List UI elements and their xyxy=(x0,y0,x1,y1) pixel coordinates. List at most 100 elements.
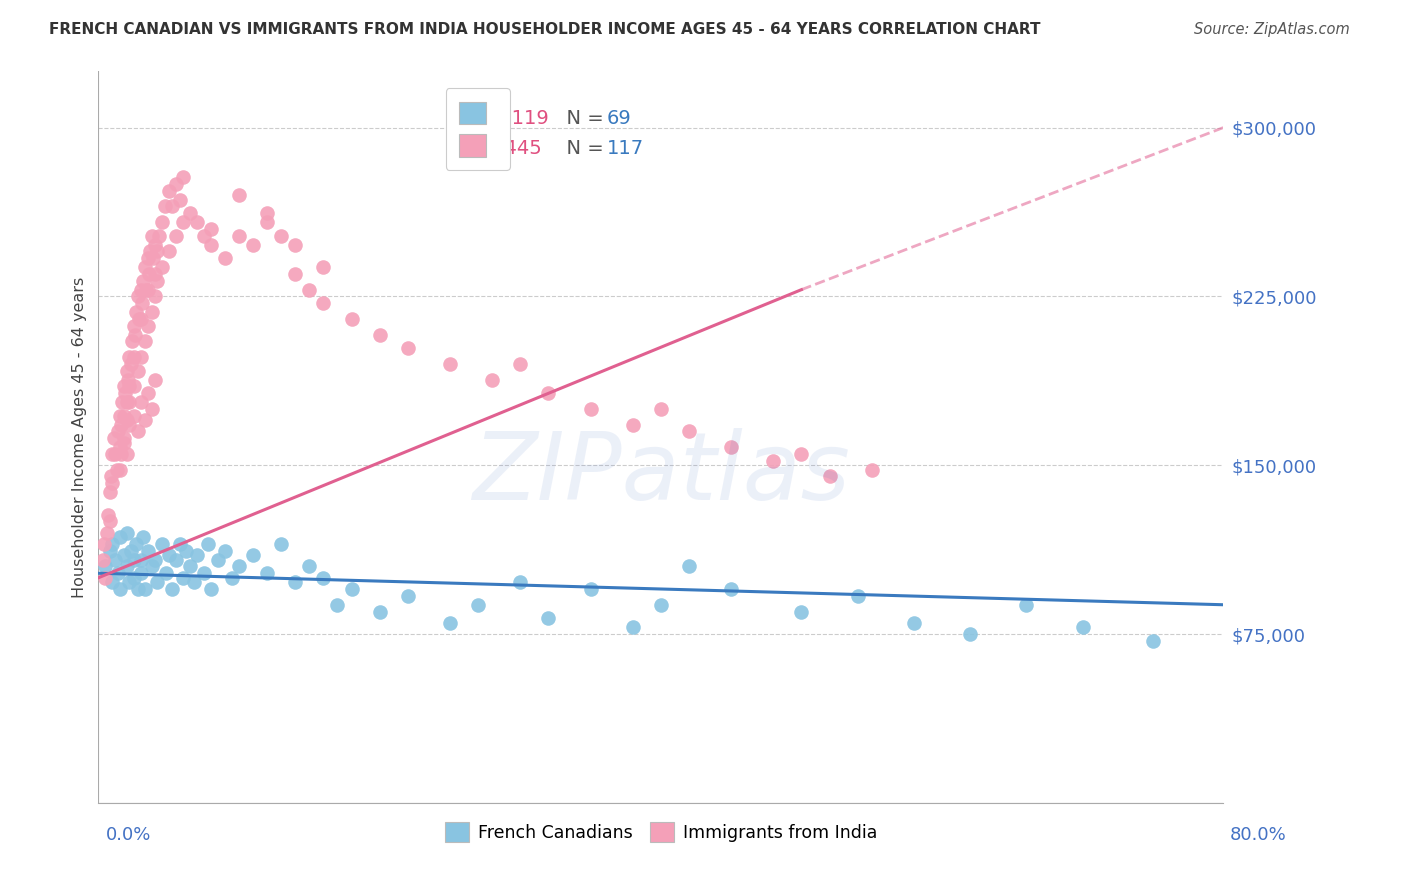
Point xyxy=(93,537,115,551)
Point xyxy=(678,559,700,574)
Point xyxy=(136,543,159,558)
Point xyxy=(118,395,141,409)
Point xyxy=(160,199,183,213)
Point xyxy=(143,553,166,567)
Point xyxy=(678,425,700,439)
Point xyxy=(98,485,121,500)
Point xyxy=(125,305,148,319)
Point xyxy=(183,575,205,590)
Point xyxy=(141,559,163,574)
Point xyxy=(312,571,335,585)
Text: R =: R = xyxy=(453,138,495,158)
Point xyxy=(143,373,166,387)
Point xyxy=(101,575,124,590)
Point xyxy=(136,251,159,265)
Point xyxy=(157,244,180,259)
Point xyxy=(115,364,138,378)
Point xyxy=(179,206,201,220)
Point xyxy=(1142,633,1164,648)
Point xyxy=(228,559,250,574)
Point xyxy=(160,582,183,596)
Point xyxy=(242,237,264,252)
Point xyxy=(150,215,173,229)
Point xyxy=(298,283,321,297)
Point xyxy=(439,357,461,371)
Point xyxy=(121,334,143,349)
Point xyxy=(135,283,157,297)
Point xyxy=(860,463,883,477)
Point xyxy=(579,401,602,416)
Point xyxy=(537,611,560,625)
Point xyxy=(134,413,156,427)
Point xyxy=(110,417,132,432)
Point xyxy=(96,525,118,540)
Point xyxy=(509,575,531,590)
Point xyxy=(132,274,155,288)
Point xyxy=(256,215,278,229)
Point xyxy=(396,341,419,355)
Point xyxy=(111,395,134,409)
Point xyxy=(91,553,114,567)
Point xyxy=(157,548,180,562)
Point xyxy=(122,571,145,585)
Point xyxy=(136,386,159,401)
Point xyxy=(114,386,136,401)
Point xyxy=(101,447,124,461)
Point xyxy=(368,605,391,619)
Point xyxy=(256,566,278,581)
Point xyxy=(846,589,869,603)
Point xyxy=(481,373,503,387)
Point xyxy=(105,463,128,477)
Point xyxy=(396,589,419,603)
Point xyxy=(340,312,363,326)
Point xyxy=(1071,620,1094,634)
Point xyxy=(172,571,194,585)
Point xyxy=(101,476,124,491)
Point xyxy=(134,334,156,349)
Text: ZIPatlas: ZIPatlas xyxy=(472,428,849,519)
Point xyxy=(720,440,742,454)
Point xyxy=(127,289,149,303)
Point xyxy=(98,515,121,529)
Point xyxy=(131,296,153,310)
Point xyxy=(118,350,141,364)
Point xyxy=(650,401,672,416)
Point xyxy=(284,237,307,252)
Point xyxy=(650,598,672,612)
Point xyxy=(509,357,531,371)
Point xyxy=(242,548,264,562)
Y-axis label: Householder Income Ages 45 - 64 years: Householder Income Ages 45 - 64 years xyxy=(72,277,87,598)
Point xyxy=(98,543,121,558)
Point xyxy=(129,395,152,409)
Point xyxy=(143,267,166,281)
Point xyxy=(340,582,363,596)
Point xyxy=(143,237,166,252)
Point xyxy=(537,386,560,401)
Point xyxy=(108,582,131,596)
Point xyxy=(115,395,138,409)
Point xyxy=(214,543,236,558)
Point xyxy=(153,199,176,213)
Point xyxy=(112,431,135,445)
Legend: French Canadians, Immigrants from India: French Canadians, Immigrants from India xyxy=(437,815,884,849)
Point xyxy=(959,627,981,641)
Point xyxy=(100,469,122,483)
Point xyxy=(157,184,180,198)
Point xyxy=(169,537,191,551)
Point xyxy=(128,312,150,326)
Text: R =: R = xyxy=(453,110,495,128)
Point xyxy=(97,508,120,522)
Point xyxy=(467,598,489,612)
Point xyxy=(134,582,156,596)
Point xyxy=(818,469,841,483)
Point xyxy=(107,425,129,439)
Point xyxy=(136,318,159,333)
Point xyxy=(621,417,644,432)
Point xyxy=(120,357,142,371)
Point xyxy=(790,605,813,619)
Point xyxy=(621,620,644,634)
Point xyxy=(150,537,173,551)
Point xyxy=(155,566,177,581)
Point xyxy=(139,244,162,259)
Point xyxy=(256,206,278,220)
